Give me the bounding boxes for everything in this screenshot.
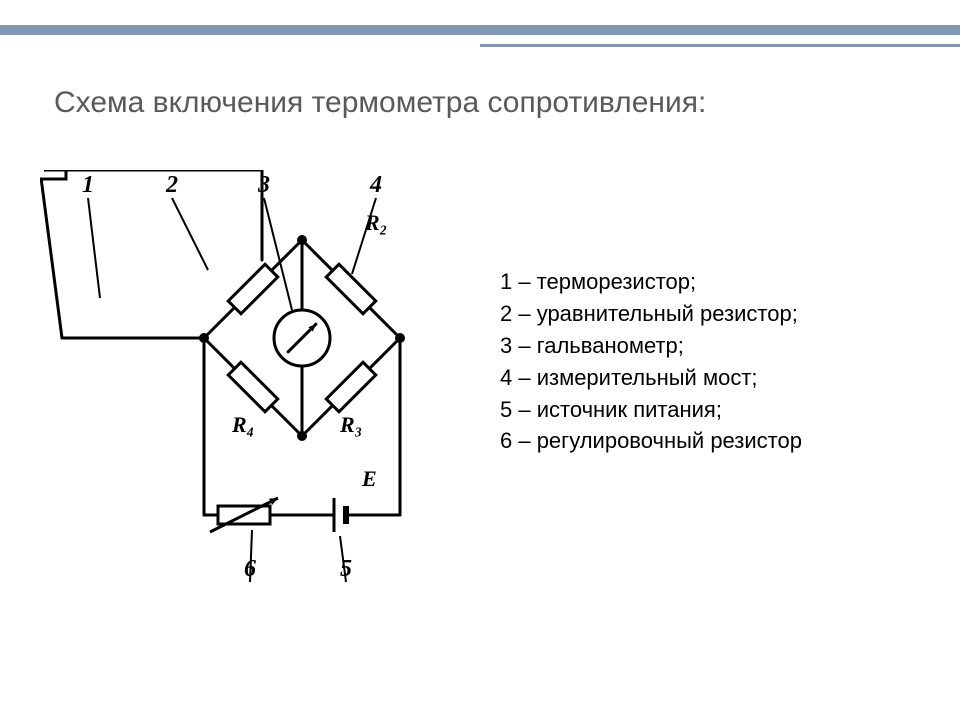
callout-leader-2 — [172, 198, 208, 270]
node-top — [297, 235, 307, 245]
legend-item: 1 – терморезистор; — [500, 266, 802, 298]
node-bottom — [297, 431, 307, 441]
wire — [271, 405, 302, 436]
callout-leader-4 — [352, 198, 376, 274]
circuit-diagram: R₂R₃R₄E123456 — [40, 170, 460, 590]
header-rule-0 — [0, 25, 960, 35]
wire — [302, 240, 333, 271]
page-title: Схема включения термометра сопротивления… — [54, 86, 706, 120]
label-E: E — [361, 466, 377, 491]
callout-number-2: 2 — [165, 172, 178, 198]
label-R3: R₃ — [339, 412, 362, 437]
wire — [204, 338, 235, 369]
legend-item: 2 – уравнительный резистор; — [500, 298, 802, 330]
wire — [369, 338, 400, 369]
resistor-r4 — [228, 362, 277, 411]
header-rule-1 — [480, 44, 960, 47]
resistor-r2 — [326, 264, 375, 313]
legend-item: 6 – регулировочный резистор — [500, 425, 802, 457]
legend-item: 5 – источник питания; — [500, 394, 802, 426]
legend-item: 4 – измерительный мост; — [500, 362, 802, 394]
rheostat — [210, 498, 278, 532]
resistor-r3 — [326, 362, 375, 411]
callout-leader-1 — [88, 198, 100, 298]
label-R4: R₄ — [231, 412, 254, 437]
wire — [204, 307, 235, 338]
callout-number-1: 1 — [82, 172, 94, 198]
legend: 1 – терморезистор;2 – уравнительный рези… — [500, 266, 802, 457]
wire — [369, 307, 400, 338]
callout-number-6: 6 — [244, 556, 256, 582]
resistor-top-left — [228, 264, 277, 313]
callout-number-4: 4 — [369, 172, 382, 198]
callout-number-3: 3 — [257, 172, 270, 198]
callout-number-5: 5 — [340, 556, 352, 582]
wire — [302, 405, 333, 436]
legend-item: 3 – гальванометр; — [500, 330, 802, 362]
wire — [40, 170, 62, 338]
